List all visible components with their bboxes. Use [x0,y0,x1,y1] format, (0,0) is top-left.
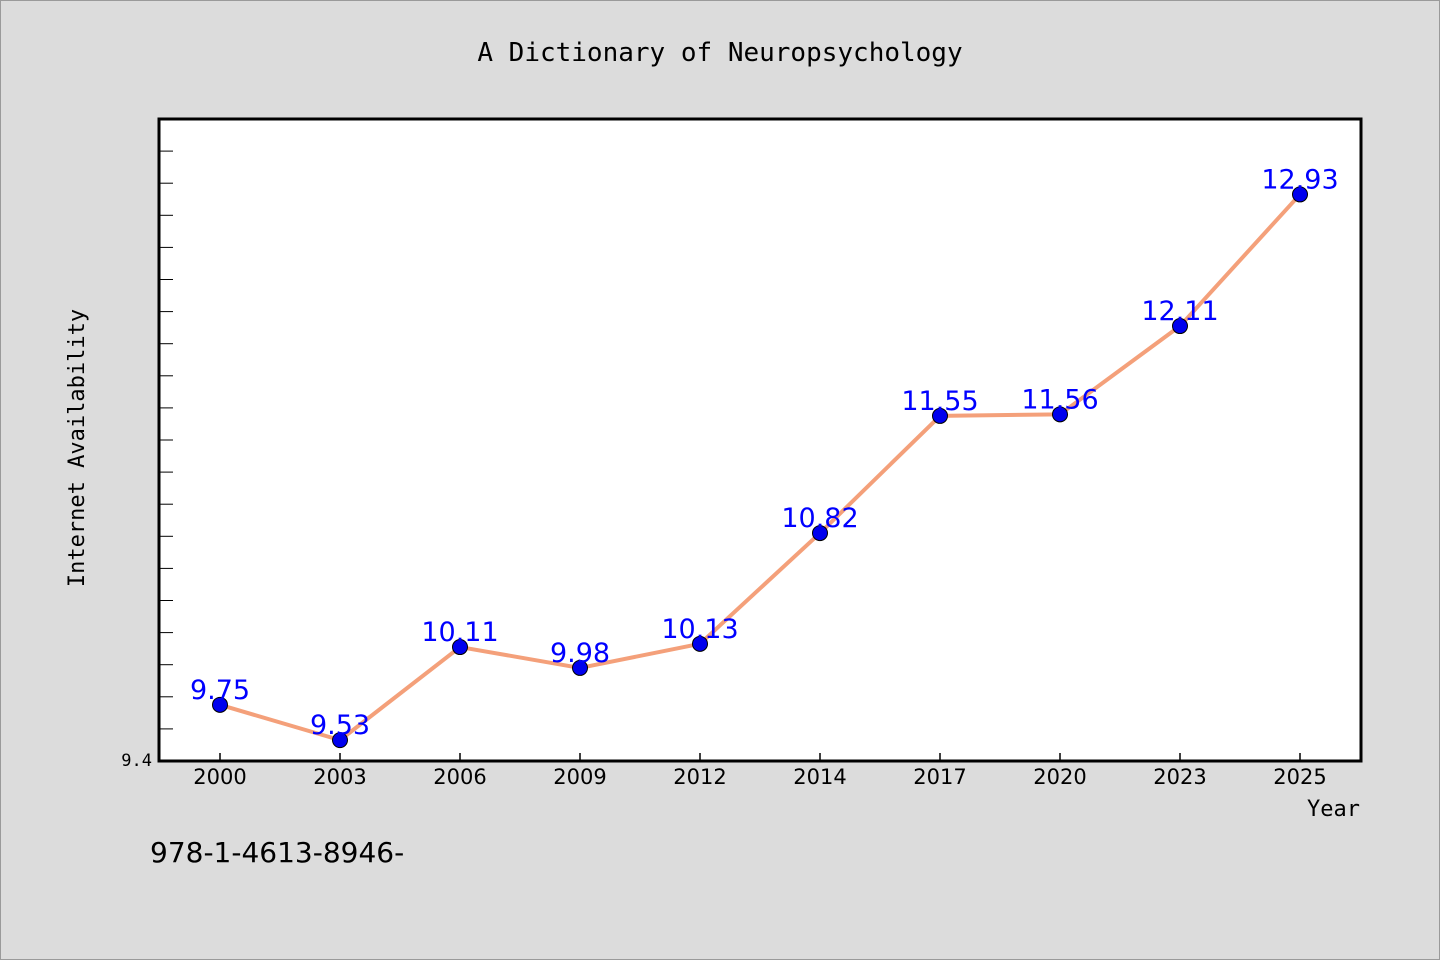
x-tick-label: 2025 [1273,765,1326,789]
data-point [812,525,828,542]
x-tick-label: 2012 [673,765,726,789]
isbn-footer: 978-1-4613-8946- [150,836,404,869]
data-points [212,186,1308,749]
chart-title: A Dictionary of Neuropsychology [477,38,962,68]
data-point [1172,318,1188,335]
x-tick-label: 2006 [433,765,486,789]
data-label: 10.82 [781,503,858,534]
data-label: 10.13 [661,614,738,645]
data-point [452,639,468,656]
plot-area [157,117,1363,763]
x-axis-label: Year [1307,797,1360,822]
data-point [1292,186,1308,203]
y-axis-tick-label: 9.4 [121,751,152,771]
x-tick-label: 2023 [1153,765,1206,789]
data-point [692,635,708,652]
data-label: 9.75 [190,675,250,706]
data-point [932,407,948,424]
data-label: 11.55 [901,386,978,417]
data-point [1052,406,1068,423]
x-tick-label: 2014 [793,765,846,789]
data-label: 10.11 [421,617,498,648]
data-label: 9.53 [310,710,370,741]
y-axis-minor-ticks [159,150,173,730]
data-label: 11.56 [1021,384,1098,415]
x-tick-label: 2000 [193,765,246,789]
data-point [332,732,348,749]
series-line [219,193,1302,743]
x-tick-label: 2017 [913,765,966,789]
series-polyline [219,193,1302,743]
x-tick-label: 2020 [1033,765,1086,789]
data-labels: 9.75 9.53 10.11 9.98 10.13 10.82 11.55 11.56 12.… [190,164,1339,741]
data-label: 9.98 [550,638,610,669]
data-point [212,696,228,713]
x-axis-ticks: 2000 2003 2006 2009 2012 2014 2017 2020 2023 2025 [193,753,1327,789]
data-label: 12.11 [1141,296,1218,327]
data-label: 12.93 [1261,164,1338,195]
x-tick-label: 2009 [553,765,606,789]
x-tick-label: 2003 [313,765,366,789]
y-axis-label: Internet Availability [65,309,90,587]
data-point [572,659,588,676]
